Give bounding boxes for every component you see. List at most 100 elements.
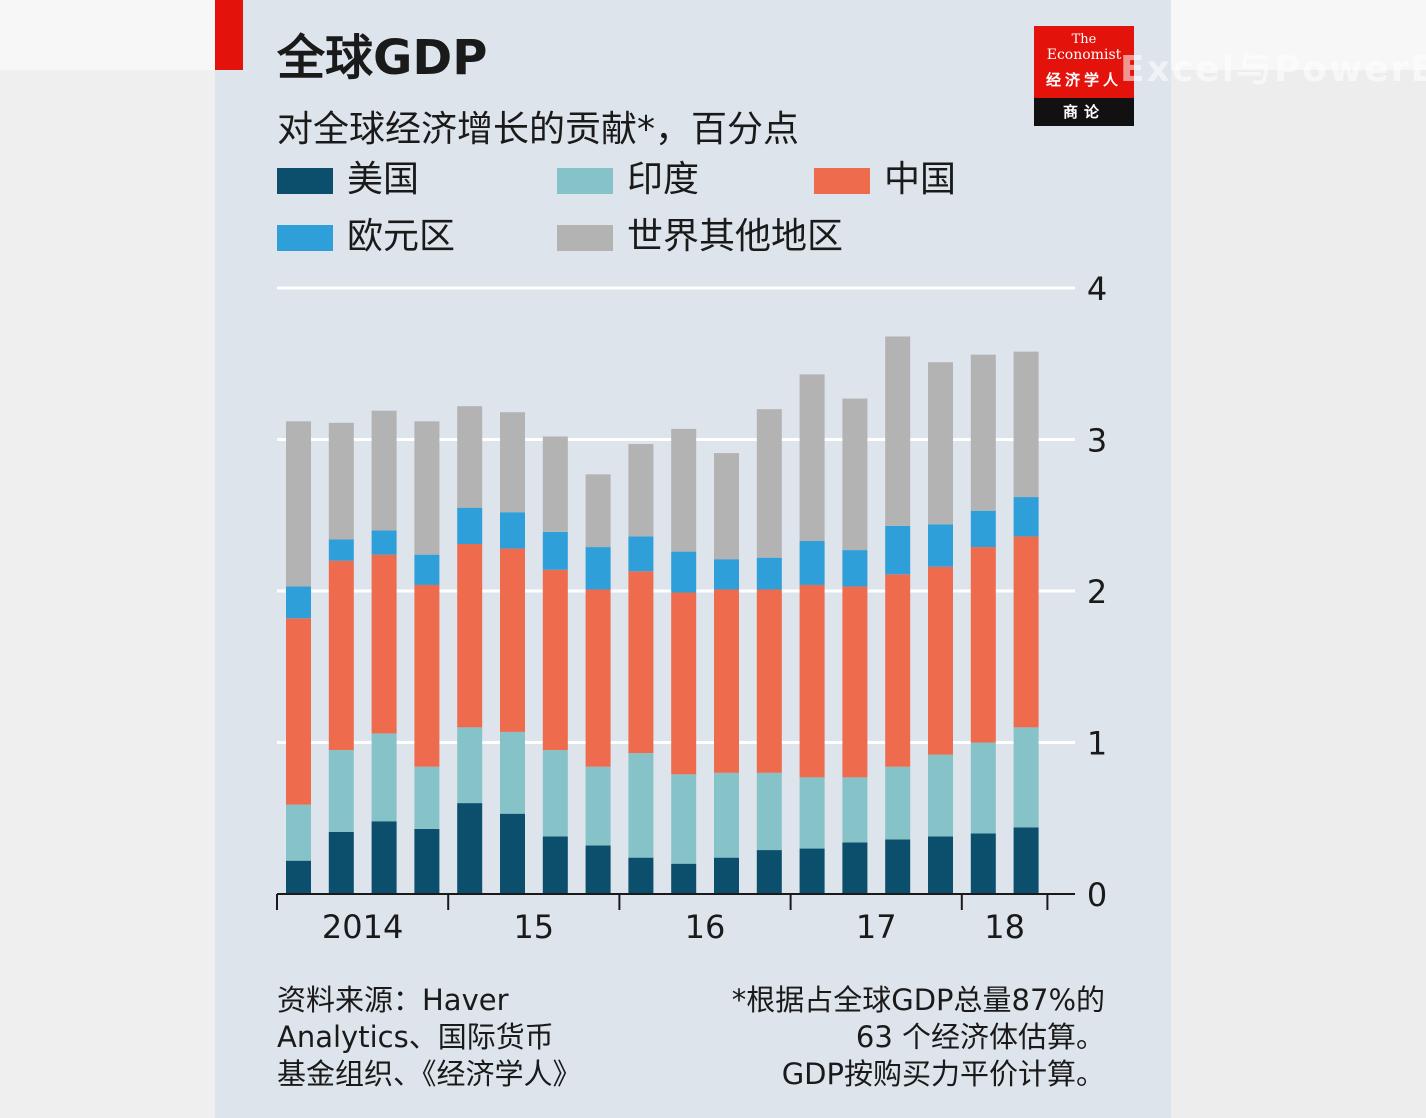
watermark: Excel与PowerBI [1120, 49, 1426, 90]
bar-segment [928, 754, 953, 837]
bar-segment [500, 813, 525, 894]
bar-segment [328, 422, 354, 540]
bar-segment [628, 571, 654, 754]
bar-segment [286, 421, 311, 587]
bar-segment [714, 559, 739, 590]
bar-segment [714, 857, 739, 894]
y-tick-label: 0 [1087, 876, 1107, 914]
legend-swatch-rest-of-world [557, 225, 613, 251]
bar-segment [286, 860, 311, 894]
red-tag [215, 0, 243, 70]
source-line: 资料来源：Haver [277, 983, 509, 1017]
bar-segment [756, 409, 782, 558]
x-tick-label: 17 [856, 908, 897, 946]
bar-segment [671, 774, 697, 864]
footnote: *根据占全球GDP总量87%的 63 个经济体估算。 GDP按购买力平价计算。 [695, 982, 1105, 1093]
bar-segment [542, 750, 568, 837]
bar-segment [928, 362, 953, 525]
bar-segment [328, 750, 354, 832]
bar-segment [328, 560, 354, 751]
bar-segment [928, 566, 953, 755]
bar-segment [628, 536, 654, 572]
bar-segment [286, 804, 311, 861]
bar-segment [1013, 497, 1039, 537]
legend-label-eurozone: 欧元区 [347, 216, 456, 257]
bar-segment [756, 557, 782, 590]
bar-segment [1013, 727, 1039, 828]
bar-segment [799, 848, 825, 894]
x-tick-label: 18 [984, 908, 1025, 946]
bar-segment [885, 766, 911, 840]
bar-segment [628, 857, 654, 894]
right-backdrop [1171, 0, 1426, 1118]
economist-logo: The Economist 经济学人 商论 [1034, 26, 1134, 126]
bar-segment [714, 453, 739, 560]
bar-segment [756, 850, 782, 894]
bar-segment [414, 421, 440, 555]
bar-segment [714, 772, 739, 858]
bar-segment [286, 586, 311, 619]
bar-segment [799, 374, 825, 542]
x-tick-label: 16 [685, 908, 726, 946]
stacked-bar-chart: 0 1 2 3 4 2014 15 16 17 18 [276, 270, 1107, 946]
bar-segment [585, 474, 611, 548]
legend-swatch-india [557, 168, 613, 194]
bar-segment [671, 428, 697, 552]
bar-segment [970, 510, 996, 548]
bar-segment [928, 836, 953, 894]
bar-segment [842, 398, 868, 551]
logo-cn-sub: 商论 [1034, 98, 1134, 126]
bar-segment [542, 531, 568, 570]
y-tick-label: 2 [1087, 573, 1107, 611]
bar-segment [328, 539, 354, 561]
bar-segment [714, 589, 739, 773]
chart-title: 全球GDP [277, 30, 488, 86]
bar-segment [371, 733, 397, 822]
bar-segment [500, 412, 525, 513]
bar-segment [842, 842, 868, 894]
bar-segment [928, 524, 953, 567]
legend-swatch-china [814, 168, 870, 194]
bar-segment [885, 574, 911, 767]
bar-segment [671, 551, 697, 593]
bar-segment [585, 845, 611, 894]
bar-segment [1013, 827, 1039, 894]
source-note: 资料来源：Haver Analytics、国际货币 基金组织、《经济学人》 [277, 982, 582, 1093]
bar-segment [1013, 536, 1039, 728]
x-tick-label: 2014 [322, 908, 403, 946]
bar-segment [500, 548, 525, 732]
bar-segment [671, 592, 697, 775]
bar-segment [628, 444, 654, 537]
bar-segment [371, 530, 397, 555]
bar-segment [500, 512, 525, 549]
bar-segment [542, 436, 568, 532]
bar-segment [414, 584, 440, 767]
bar-segment [628, 753, 654, 858]
bar-segment [799, 777, 825, 849]
footnote-line: GDP按购买力平价计算。 [781, 1057, 1105, 1091]
logo-the: The [1071, 32, 1097, 47]
bar-segment [799, 584, 825, 778]
bar-segment [457, 406, 483, 508]
logo-economist: Economist [1046, 47, 1122, 63]
bar-segment [371, 554, 397, 734]
bar-segment [371, 821, 397, 894]
legend-label-india: 印度 [627, 159, 700, 200]
bar-segment [799, 541, 825, 585]
footnote-line: 63 个经济体估算。 [855, 1020, 1105, 1054]
bar-segment [414, 766, 440, 829]
bar-segment [1013, 351, 1039, 498]
bar-segment [756, 589, 782, 773]
legend-label-china: 中国 [884, 159, 957, 200]
chart-subtitle: 对全球经济增长的贡献*，百分点 [277, 109, 800, 150]
bar-segment [585, 547, 611, 590]
bar-segment [885, 839, 911, 894]
bar-segment [542, 836, 568, 894]
bar-segment [457, 507, 483, 545]
bar-segment [842, 777, 868, 843]
bar-segment [371, 410, 397, 531]
bar-segment [286, 618, 311, 805]
bar-segment [457, 544, 483, 728]
y-tick-label: 4 [1087, 270, 1107, 308]
bar-segment [500, 731, 525, 814]
